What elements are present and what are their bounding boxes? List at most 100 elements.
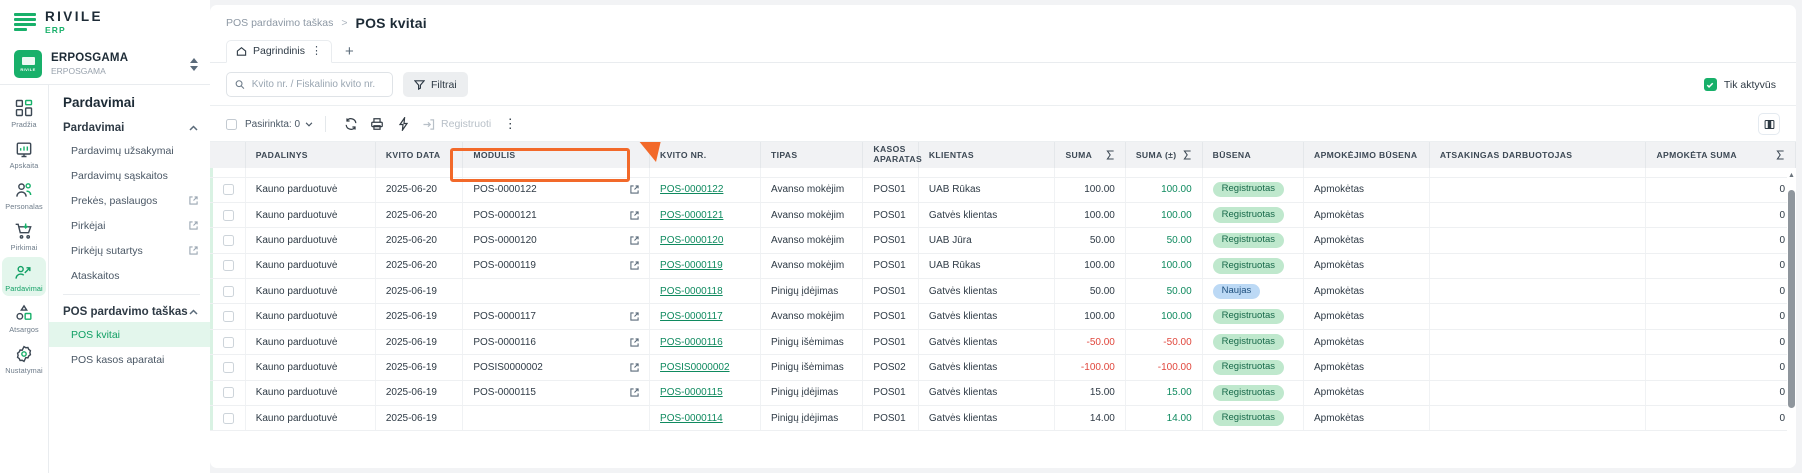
scroll-up-arrow[interactable]: ▲ (1788, 172, 1795, 179)
table-row[interactable]: Kauno parduotuvė 2025-06-19 POS-0000115 POS… (210, 380, 1796, 407)
menu-item-pirkejai[interactable]: Pirkėjai (49, 213, 210, 238)
receipt-link[interactable]: POS-0000118 (660, 285, 723, 297)
external-link-icon[interactable] (630, 312, 639, 321)
receipt-link[interactable]: POS-0000121 (660, 209, 724, 221)
cell-kvito-nr[interactable]: POS-0000118 (649, 278, 761, 305)
receipt-link[interactable]: POS-0000122 (660, 184, 724, 196)
table-row[interactable]: Kauno parduotuvė 2025-06-19 POS-0000114 Pin… (210, 405, 1796, 432)
external-link-icon[interactable] (630, 261, 639, 270)
row-checkbox[interactable] (223, 285, 235, 297)
row-checkbox[interactable] (223, 209, 235, 221)
receipt-link[interactable]: POS-0000120 (660, 234, 724, 246)
row-checkbox-cell[interactable] (213, 278, 246, 305)
menu-item-pardavimu-uzsakymai[interactable]: Pardavimų užsakymai (49, 138, 210, 163)
rail-item-pradzia[interactable]: Pradžia (2, 93, 46, 132)
th-tipas[interactable]: TIPAS (760, 142, 864, 168)
rail-item-pardavimai[interactable]: Pardavimai (2, 257, 46, 296)
menu-group-pardavimai[interactable]: Pardavimai (49, 118, 210, 138)
cell-kvito-nr[interactable]: POS-0000122 (649, 177, 761, 203)
row-checkbox[interactable] (223, 387, 235, 399)
refresh-button[interactable] (338, 113, 364, 135)
cell-kvito-nr[interactable]: POS-0000121 (649, 202, 761, 229)
rail-item-pirkimai[interactable]: Pirkimai (2, 216, 46, 255)
row-checkbox[interactable] (223, 336, 235, 348)
menu-group-pos[interactable]: POS pardavimo taškas (49, 302, 210, 322)
row-checkbox[interactable] (223, 234, 235, 246)
active-only-toggle[interactable]: Tik aktyvūs (1703, 78, 1780, 91)
search-input[interactable] (251, 79, 384, 90)
receipt-link[interactable]: POS-0000117 (660, 311, 723, 323)
th-suma[interactable]: SUMA (1054, 142, 1126, 168)
receipt-link[interactable]: POS-0000114 (660, 412, 723, 424)
vertical-scrollbar[interactable]: ▲ (1787, 168, 1796, 468)
rail-item-personalas[interactable]: Personalas (2, 175, 46, 214)
search-box[interactable] (226, 72, 393, 97)
receipt-link[interactable]: POS-0000116 (660, 336, 723, 348)
more-options-button[interactable]: ⋮ (503, 116, 517, 131)
row-checkbox-cell[interactable] (213, 202, 246, 229)
external-link-icon[interactable] (630, 236, 639, 245)
th-modulis[interactable]: MODULIS (462, 142, 651, 168)
cell-kvito-nr[interactable]: POSIS0000002 (649, 354, 761, 381)
th-kvito-nr[interactable]: KVITO NR. (649, 142, 761, 168)
row-checkbox-cell[interactable] (213, 303, 246, 330)
external-link-icon[interactable] (630, 210, 639, 220)
row-checkbox-cell[interactable] (213, 405, 246, 432)
row-checkbox[interactable] (223, 361, 235, 373)
add-tab-button[interactable]: + (344, 43, 354, 60)
company-selector[interactable]: RIVILE ERPOSGAMA ERPOSGAMA (0, 44, 210, 84)
receipt-link[interactable]: POS-0000115 (660, 387, 723, 399)
th-apmokejimo-busena[interactable]: APMOKĖJIMO BŪSENA (1303, 142, 1430, 168)
table-row[interactable]: Kauno parduotuvė 2025-06-20 POS-0000119 POS… (210, 253, 1796, 280)
external-link-icon[interactable] (630, 185, 639, 194)
row-checkbox-cell[interactable] (213, 380, 246, 407)
th-kvito-data[interactable]: KVITO DATA (375, 142, 464, 168)
row-checkbox-cell[interactable] (213, 227, 246, 254)
th-apmoketa-suma[interactable]: APMOKĖTA SUMA (1645, 142, 1796, 168)
cell-kvito-nr[interactable]: POS-0000116 (649, 329, 761, 356)
external-link-icon[interactable] (630, 337, 639, 347)
rail-item-nustatymai[interactable]: Nustatymai (2, 339, 46, 378)
menu-item-pos-kvitai[interactable]: POS kvitai (49, 322, 210, 347)
select-all-checkbox[interactable] (226, 118, 237, 130)
cell-kvito-nr[interactable]: POS-0000114 (649, 405, 761, 432)
th-kasos-aparatas[interactable]: KASOS APARATAS (862, 142, 922, 168)
table-row[interactable]: Kauno parduotuvė 2025-06-20 POS-0000120 POS… (210, 227, 1796, 254)
th-atsakingas-darbuotojas[interactable]: ATSAKINGAS DARBUOTOJAS (1429, 142, 1647, 168)
tab-menu-icon[interactable]: ⋮ (310, 44, 322, 57)
th-suma-pm[interactable]: SUMA (±) (1125, 142, 1203, 168)
cell-kvito-nr[interactable]: POS-0000120 (649, 227, 761, 254)
filter-button[interactable]: Filtrai (403, 72, 468, 97)
column-settings-button[interactable] (1758, 113, 1780, 135)
table-row[interactable]: Kauno parduotuvė 2025-06-19 POS-0000117 POS… (210, 303, 1796, 330)
selected-count[interactable]: Pasirinkta: 0 (245, 119, 313, 130)
th-busena[interactable]: BŪSENA (1202, 142, 1305, 168)
row-checkbox[interactable] (223, 260, 235, 272)
row-checkbox[interactable] (223, 311, 235, 323)
row-checkbox-cell[interactable] (213, 253, 246, 280)
th-padalinys[interactable]: PADALINYS (245, 142, 376, 168)
cell-kvito-nr[interactable]: POS-0000117 (649, 303, 761, 330)
scrollbar-thumb[interactable] (1788, 190, 1795, 408)
row-checkbox[interactable] (223, 184, 235, 196)
external-link-icon[interactable] (630, 388, 639, 397)
receipt-link[interactable]: POSIS0000002 (660, 361, 730, 373)
table-row[interactable]: Kauno parduotuvė 2025-06-20 POS-0000121 POS… (210, 202, 1796, 229)
menu-item-pos-kasos-aparatai[interactable]: POS kasos aparatai (49, 347, 210, 372)
print-button[interactable] (364, 113, 390, 135)
rail-item-apskaita[interactable]: Apskaita (2, 134, 46, 173)
row-checkbox-cell[interactable] (213, 177, 246, 203)
menu-item-ataskaitos[interactable]: Ataskaitos (49, 263, 210, 288)
row-checkbox-cell[interactable] (213, 329, 246, 356)
th-klientas[interactable]: KLIENTAS (918, 142, 1056, 168)
table-row[interactable]: Kauno parduotuvė 2025-06-19 POSIS0000002 PO… (210, 354, 1796, 381)
tab-pagrindinis[interactable]: Pagrindinis ⋮ (226, 40, 332, 63)
table-row[interactable]: Kauno parduotuvė 2025-06-20 POS-0000122 POS… (210, 177, 1796, 203)
quick-action-button[interactable] (390, 113, 416, 135)
rail-item-atsargos[interactable]: Atsargos (2, 298, 46, 337)
table-row[interactable]: Kauno parduotuvė 2025-06-19 POS-0000118 Pin… (210, 278, 1796, 305)
company-switch-icon[interactable] (188, 57, 200, 71)
cell-kvito-nr[interactable]: POS-0000115 (649, 380, 761, 407)
cell-kvito-nr[interactable]: POS-0000119 (649, 253, 761, 280)
table-row[interactable]: Kauno parduotuvė 2025-06-19 POS-0000116 POS… (210, 329, 1796, 356)
